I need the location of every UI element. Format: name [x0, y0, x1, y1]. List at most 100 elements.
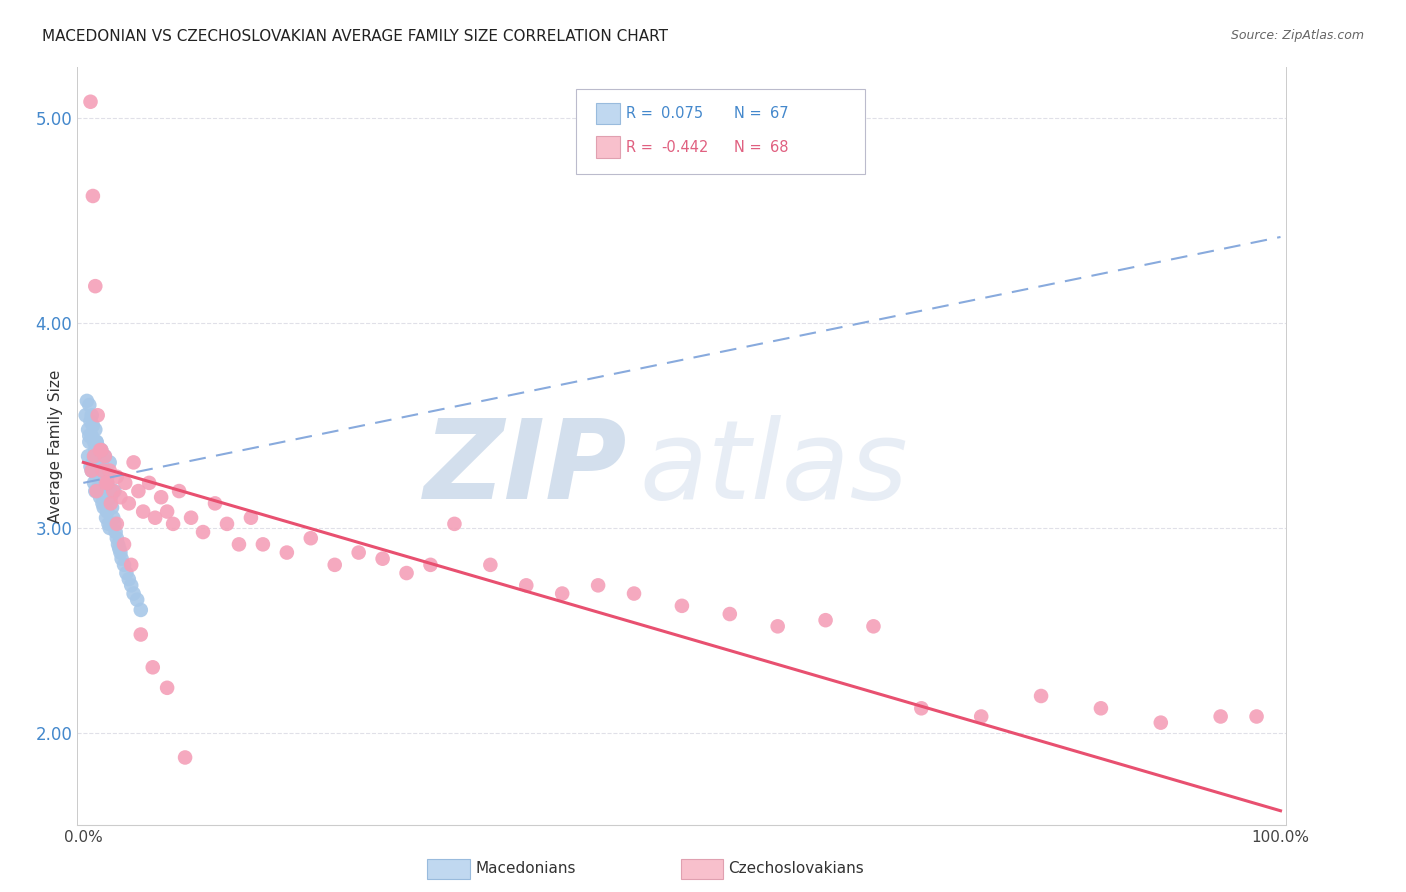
Point: [191, 524, 214, 539]
Point: [1246, 709, 1268, 723]
Point: [239, 510, 262, 524]
Point: [83, 449, 105, 463]
Point: [98, 521, 121, 535]
Point: [79, 398, 101, 412]
Point: [86, 484, 108, 499]
Point: [127, 592, 149, 607]
Point: [100, 490, 122, 504]
Text: Macedonians: Macedonians: [475, 862, 575, 876]
Point: [94, 449, 117, 463]
Point: [862, 619, 884, 633]
Point: [112, 558, 135, 572]
Point: [97, 516, 120, 531]
Point: [77, 449, 100, 463]
Point: [347, 545, 370, 559]
Point: [89, 490, 111, 504]
Point: [105, 531, 128, 545]
Point: [103, 510, 125, 524]
Point: [671, 599, 693, 613]
Text: Czechoslovakians: Czechoslovakians: [728, 862, 865, 876]
Point: [87, 443, 110, 458]
Point: [94, 510, 117, 524]
Text: 68: 68: [770, 140, 789, 154]
Point: [86, 434, 108, 449]
Point: [94, 475, 117, 490]
Point: [86, 469, 108, 483]
Point: [122, 586, 145, 600]
Point: [112, 537, 135, 551]
Point: [156, 505, 179, 519]
Point: [118, 572, 141, 586]
Point: [215, 516, 238, 531]
Point: [83, 434, 105, 449]
Text: N =: N =: [734, 140, 766, 154]
Point: [129, 627, 152, 641]
Point: [114, 475, 136, 490]
Point: [718, 607, 741, 621]
Point: [84, 423, 107, 437]
Point: [118, 496, 141, 510]
Point: [110, 545, 132, 559]
Point: [252, 537, 274, 551]
Text: 0.075: 0.075: [661, 106, 703, 120]
Point: [276, 545, 298, 559]
Point: [96, 505, 118, 519]
Point: [77, 423, 100, 437]
Point: [371, 551, 394, 566]
Point: [766, 619, 789, 633]
Point: [90, 455, 112, 469]
Point: [90, 443, 112, 458]
Point: [100, 496, 122, 510]
Point: [132, 505, 155, 519]
Point: [87, 464, 110, 478]
Point: [83, 449, 105, 463]
Point: [1150, 715, 1173, 730]
Point: [91, 496, 114, 510]
Point: [84, 279, 107, 293]
Point: [122, 455, 145, 469]
Text: MACEDONIAN VS CZECHOSLOVAKIAN AVERAGE FAMILY SIZE CORRELATION CHART: MACEDONIAN VS CZECHOSLOVAKIAN AVERAGE FA…: [42, 29, 668, 45]
Point: [107, 537, 129, 551]
Point: [138, 475, 160, 490]
Point: [96, 469, 118, 483]
Point: [98, 464, 121, 478]
Point: [80, 429, 103, 443]
Point: [94, 469, 117, 483]
Point: [103, 516, 125, 531]
Point: [89, 449, 111, 463]
Point: [86, 409, 108, 423]
Point: [94, 475, 117, 490]
Point: [97, 480, 120, 494]
Point: [105, 469, 128, 483]
Point: [96, 475, 118, 490]
Point: [103, 484, 125, 499]
Point: [143, 510, 166, 524]
Point: [79, 434, 101, 449]
Point: [79, 429, 101, 443]
Point: [84, 443, 107, 458]
Point: [150, 490, 173, 504]
Text: R =: R =: [626, 140, 657, 154]
Point: [204, 496, 226, 510]
Point: [93, 500, 115, 515]
Point: [86, 484, 108, 499]
Point: [93, 464, 115, 478]
Point: [86, 434, 108, 449]
Point: [299, 531, 322, 545]
Point: [94, 449, 117, 463]
Point: [75, 409, 97, 423]
Point: [515, 578, 537, 592]
Point: [98, 484, 121, 499]
Point: [443, 516, 465, 531]
Point: [89, 443, 111, 458]
Y-axis label: Average Family Size: Average Family Size: [48, 369, 63, 523]
Point: [228, 537, 250, 551]
Point: [586, 578, 609, 592]
Point: [910, 701, 932, 715]
Point: [86, 439, 108, 453]
Point: [91, 464, 114, 478]
Point: [91, 459, 114, 474]
Point: [80, 409, 103, 423]
Text: Source: ZipAtlas.com: Source: ZipAtlas.com: [1230, 29, 1364, 43]
Point: [129, 603, 152, 617]
